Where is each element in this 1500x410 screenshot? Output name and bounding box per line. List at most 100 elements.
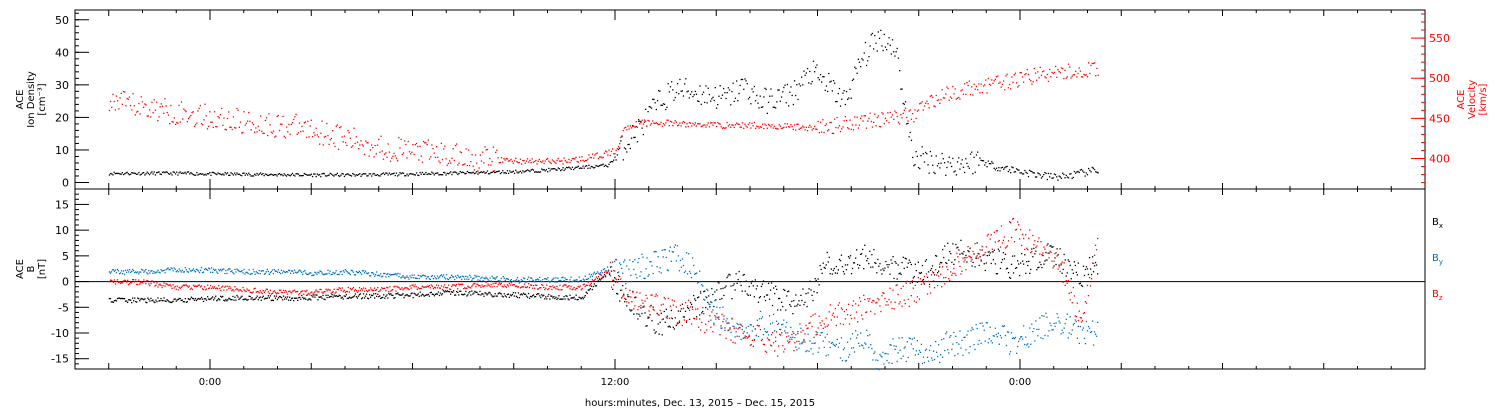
data-point [789, 126, 791, 128]
data-point [117, 297, 120, 299]
data-point [981, 322, 983, 324]
data-point [512, 170, 514, 172]
data-point [399, 147, 401, 149]
data-point [571, 288, 573, 291]
data-point [279, 289, 282, 291]
data-point [834, 345, 836, 347]
data-point [143, 299, 145, 301]
data-point [578, 296, 580, 298]
data-point [302, 273, 304, 275]
data-point [229, 174, 231, 176]
data-point [1028, 169, 1031, 171]
data-point [993, 231, 995, 233]
data-point [1030, 80, 1032, 82]
data-point [1061, 261, 1063, 263]
data-point [345, 270, 347, 272]
data-point [750, 103, 752, 105]
y2-axis-label-line: Velocity [1467, 80, 1478, 119]
data-point [769, 124, 771, 126]
data-point [754, 127, 757, 129]
data-point [394, 174, 396, 177]
data-point [423, 274, 425, 277]
data-point [654, 295, 656, 297]
data-point [436, 172, 438, 174]
data-point [128, 299, 130, 301]
data-point [916, 155, 918, 157]
data-point [343, 271, 345, 273]
data-point [677, 322, 680, 324]
data-point [674, 120, 676, 122]
data-point [424, 173, 426, 175]
data-point [253, 288, 255, 290]
data-point [503, 158, 505, 160]
data-point [661, 125, 663, 127]
data-point [850, 317, 853, 320]
data-point [464, 287, 466, 289]
data-point [862, 248, 864, 251]
data-point [398, 293, 400, 296]
data-point [888, 264, 890, 266]
data-point [278, 173, 281, 175]
data-point [272, 299, 275, 302]
data-point [498, 280, 500, 282]
data-point [411, 292, 413, 294]
data-point [956, 97, 959, 99]
data-point [149, 272, 151, 274]
data-point [779, 125, 781, 127]
data-point [1038, 328, 1040, 330]
data-point [851, 304, 854, 307]
data-point [346, 271, 348, 273]
data-point [165, 283, 167, 285]
data-point [432, 148, 434, 150]
data-point [502, 170, 504, 172]
data-point [641, 127, 643, 129]
data-point [416, 294, 418, 296]
data-point [405, 287, 407, 289]
data-point [248, 172, 250, 174]
data-point [970, 329, 972, 332]
data-point [357, 290, 360, 292]
data-point [901, 117, 903, 119]
data-point [810, 126, 812, 128]
data-point [447, 173, 450, 175]
data-point [485, 292, 487, 295]
data-point [186, 285, 188, 287]
data-point [557, 167, 559, 169]
data-point [1084, 343, 1087, 345]
data-point [683, 271, 686, 274]
data-point [649, 306, 651, 308]
data-point [990, 340, 992, 342]
data-point [454, 144, 457, 147]
data-point [870, 266, 872, 268]
data-point [828, 311, 830, 313]
data-point [539, 276, 541, 279]
data-point [743, 337, 745, 339]
data-point [708, 303, 710, 305]
data-point [282, 115, 284, 118]
data-point [365, 290, 368, 292]
data-point [173, 267, 175, 269]
data-point [1019, 274, 1021, 277]
data-point [877, 359, 879, 361]
data-point [1049, 176, 1051, 178]
data-point [202, 300, 205, 303]
data-point [598, 278, 601, 280]
data-point [553, 296, 555, 298]
data-point [722, 321, 724, 323]
data-point [382, 172, 385, 174]
data-point [408, 295, 410, 297]
data-point [981, 245, 983, 248]
data-point [1090, 331, 1093, 333]
data-point [487, 283, 489, 285]
data-point [132, 297, 134, 299]
data-point [835, 101, 837, 103]
data-point [548, 160, 550, 162]
data-point [542, 284, 544, 286]
data-point [128, 271, 130, 273]
data-point [767, 334, 770, 336]
data-point [426, 285, 428, 287]
data-point [129, 299, 131, 301]
series-velocity [108, 62, 1099, 172]
data-point [791, 94, 793, 97]
data-point [1037, 241, 1039, 243]
